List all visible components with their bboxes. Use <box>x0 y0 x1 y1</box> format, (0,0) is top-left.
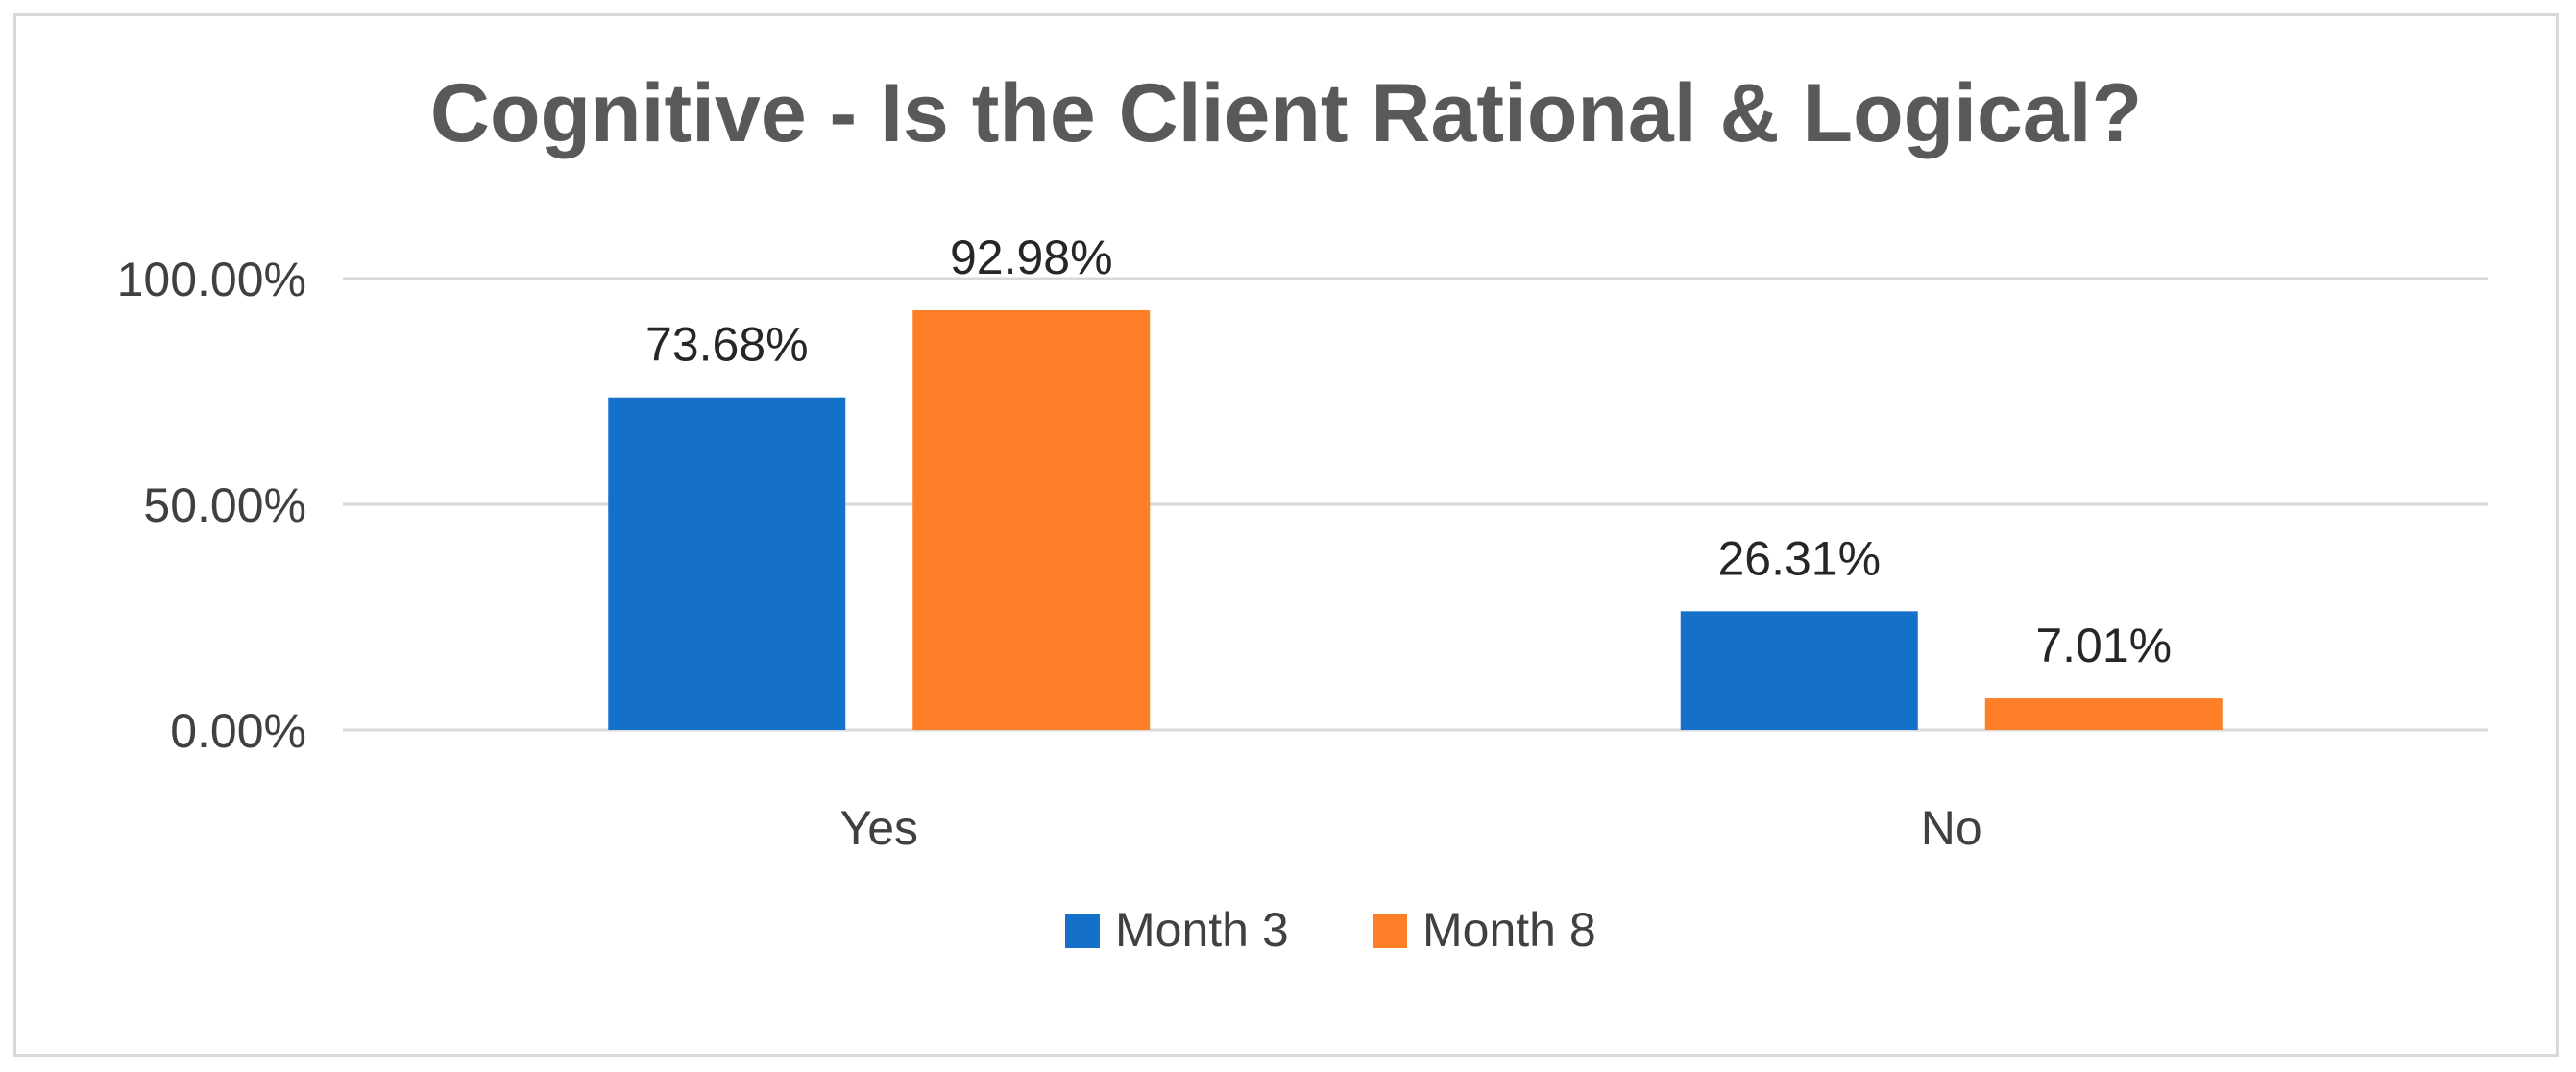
data-labels: 73.68% 92.98% 26.31% 7.01% <box>645 231 2172 672</box>
bar-month-3-yes <box>608 397 846 730</box>
data-label: 7.01% <box>2035 619 2172 672</box>
legend-label: Month 3 <box>1115 903 1289 957</box>
y-axis-tick-labels: 0.00% 50.00% 100.00% <box>117 253 306 758</box>
chart-frame: Cognitive - Is the Client Rational & Log… <box>13 13 2559 1057</box>
data-label: 26.31% <box>1717 531 1881 585</box>
y-tick-label: 50.00% <box>143 478 306 532</box>
category-label-yes: Yes <box>839 801 918 855</box>
legend-swatch-month-3 <box>1065 914 1100 948</box>
x-axis-category-labels: Yes No <box>839 801 1981 855</box>
bars <box>608 309 2223 730</box>
category-label-no: No <box>1921 801 1982 855</box>
legend-swatch-month-8 <box>1373 914 1407 948</box>
data-label: 92.98% <box>950 231 1113 284</box>
chart-title: Cognitive - Is the Client Rational & Log… <box>430 67 2142 159</box>
data-label: 73.68% <box>645 318 809 372</box>
legend-label: Month 8 <box>1422 903 1596 957</box>
bar-month-3-no <box>1680 611 1918 730</box>
y-tick-label: 0.00% <box>170 704 306 758</box>
bar-chart: Cognitive - Is the Client Rational & Log… <box>117 67 2488 957</box>
bar-month-8-yes <box>912 309 1151 730</box>
legend: Month 3 Month 8 <box>1065 903 1596 957</box>
bar-month-8-no <box>1984 698 2223 730</box>
y-tick-label: 100.00% <box>117 253 306 306</box>
